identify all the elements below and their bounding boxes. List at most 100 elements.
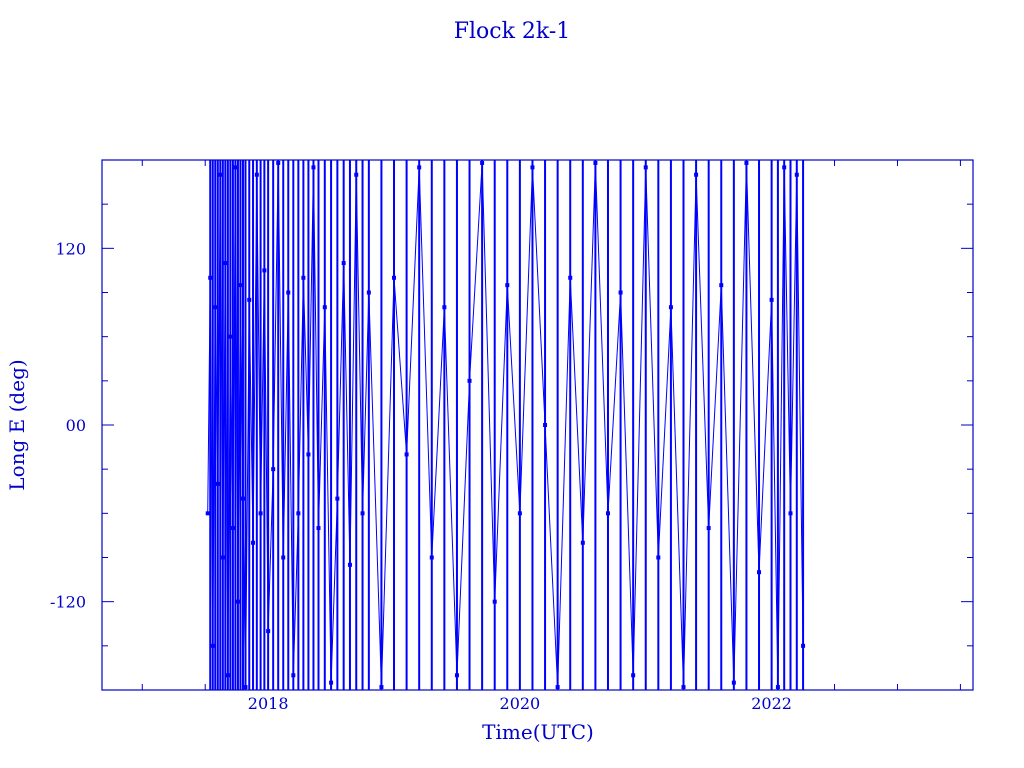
data-point [218,172,223,177]
data-point [568,275,573,280]
series-segment [531,167,546,426]
series-segment [431,307,445,558]
data-point [379,685,384,690]
data-point [247,297,252,302]
series-segment [594,162,609,514]
data-point [266,629,271,634]
axes: 120 00 -120 2018 2020 2022 [50,159,974,713]
data-point [311,165,316,170]
y-tick-label: 00 [66,416,86,435]
data-point [243,685,248,690]
data-point [543,423,548,427]
data-point [238,283,243,288]
data-point [392,275,397,280]
series-segment [519,167,533,514]
series-segment [777,167,785,688]
data-point [788,511,793,516]
data-point [360,511,365,516]
series-segment [789,174,798,514]
series-segment [336,263,345,499]
data-point [233,165,238,170]
series-segment [494,285,508,602]
chart-title: Flock 2k-1 [454,19,571,44]
data-point [215,481,220,486]
series-segment [771,299,779,688]
data-point [706,526,711,531]
x-tick-label: 2020 [500,694,541,713]
series-segment [683,174,697,688]
data-point [306,452,311,457]
data-point [580,540,585,545]
x-tick-label: 2022 [751,694,792,713]
data-point [296,511,301,516]
series-segment [324,307,332,683]
data-point [254,172,259,177]
data-point [228,334,233,339]
series-segment [355,174,364,514]
data-point [757,570,762,575]
data-point [643,165,648,170]
data-point [719,283,724,288]
data-point [281,555,286,560]
series-segment [745,162,760,573]
series-segment [708,285,722,529]
data-point [316,526,321,531]
series-segment [544,424,559,688]
data-point [492,599,497,604]
series-segment [557,277,571,688]
data-point [480,160,485,165]
series-segment [620,292,634,676]
series-segment [670,307,685,688]
data-point [694,172,699,177]
data-point [467,378,472,383]
data-point [593,160,598,165]
series-segment [783,167,791,514]
series-segment [343,263,351,565]
data-point [517,511,522,516]
data-point [555,685,560,690]
data-point [208,275,213,280]
series-segment [393,277,408,455]
data-point [769,297,774,302]
data-point [220,555,225,560]
data-point [251,540,256,545]
data-point [230,526,235,531]
series-segment [349,174,357,565]
data-point [291,673,296,678]
data-point [442,305,447,310]
plot-area [205,160,806,690]
data-point [631,673,636,678]
series-segment [632,167,647,676]
data-point [454,673,459,678]
data-point [329,680,334,685]
x-axis-label: Time(UTC) [482,720,594,744]
data-point [341,261,346,266]
series-segment [733,162,747,683]
y-axis-label: Long E (deg) [5,359,29,490]
data-point [681,685,686,690]
series-segment [796,174,804,646]
series-segment [469,162,483,381]
series-segment [695,174,710,529]
series-segment [657,307,672,558]
series-segment [758,299,773,573]
data-point [744,160,749,165]
data-point [213,305,218,310]
series-segment [418,167,433,558]
data-point [258,511,263,516]
data-point [240,496,245,501]
series-segment [720,285,735,683]
y-tick-label: -120 [50,593,86,612]
data-point [801,643,806,648]
data-point [354,172,359,177]
series-segment [607,292,622,514]
series-segment [645,167,659,558]
data-point [366,290,371,295]
series-segment [317,307,326,529]
data-point [668,305,673,310]
data-point [404,452,409,457]
y-tick-label: 120 [55,239,86,258]
series-segment [380,277,395,688]
data-point [235,599,240,604]
